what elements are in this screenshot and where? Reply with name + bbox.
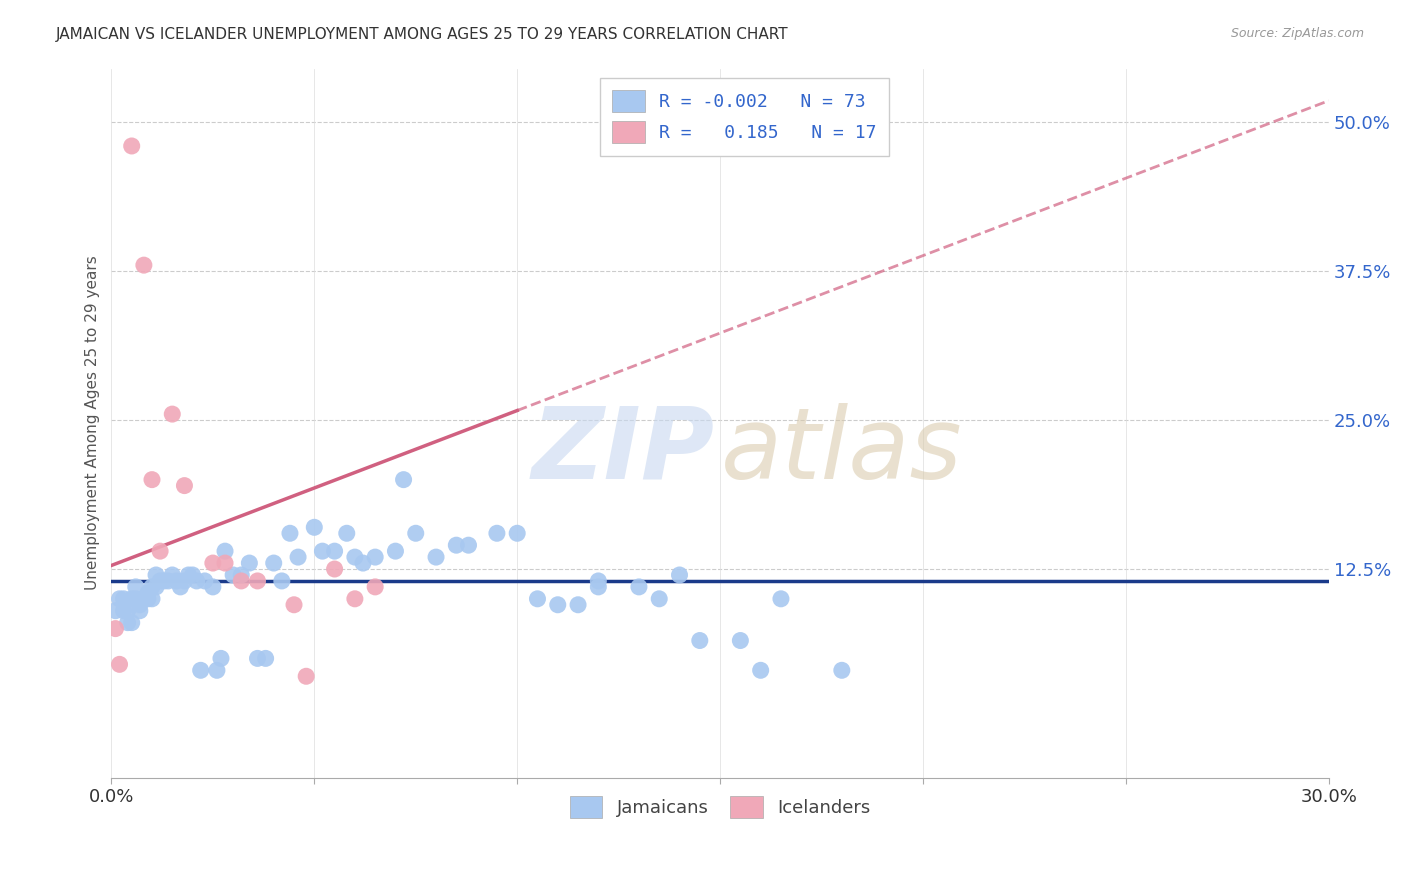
Point bbox=[392, 473, 415, 487]
Point bbox=[588, 580, 610, 594]
Point bbox=[648, 591, 671, 606]
Point bbox=[238, 556, 260, 570]
Point bbox=[588, 574, 610, 588]
Point bbox=[149, 544, 172, 558]
Point bbox=[112, 604, 135, 618]
Point bbox=[136, 586, 159, 600]
Point bbox=[145, 580, 167, 594]
Point bbox=[364, 550, 387, 565]
Point bbox=[173, 478, 195, 492]
Point bbox=[205, 663, 228, 677]
Point bbox=[425, 550, 447, 565]
Point bbox=[194, 574, 217, 588]
Point bbox=[132, 591, 155, 606]
Point bbox=[405, 526, 427, 541]
Point bbox=[263, 556, 285, 570]
Point bbox=[125, 591, 148, 606]
Point bbox=[141, 580, 163, 594]
Text: JAMAICAN VS ICELANDER UNEMPLOYMENT AMONG AGES 25 TO 29 YEARS CORRELATION CHART: JAMAICAN VS ICELANDER UNEMPLOYMENT AMONG… bbox=[56, 27, 789, 42]
Point bbox=[506, 526, 529, 541]
Point bbox=[186, 574, 208, 588]
Point bbox=[446, 538, 468, 552]
Point bbox=[749, 663, 772, 677]
Point bbox=[287, 550, 309, 565]
Point bbox=[136, 591, 159, 606]
Point bbox=[145, 568, 167, 582]
Point bbox=[121, 591, 143, 606]
Point bbox=[153, 574, 176, 588]
Point bbox=[384, 544, 406, 558]
Point bbox=[157, 574, 180, 588]
Point bbox=[141, 591, 163, 606]
Legend: Jamaicans, Icelanders: Jamaicans, Icelanders bbox=[562, 789, 877, 825]
Point bbox=[323, 544, 346, 558]
Point bbox=[336, 526, 359, 541]
Point bbox=[352, 556, 374, 570]
Point bbox=[485, 526, 508, 541]
Point bbox=[165, 574, 187, 588]
Point bbox=[104, 604, 127, 618]
Point bbox=[457, 538, 479, 552]
Point bbox=[128, 598, 150, 612]
Point bbox=[254, 651, 277, 665]
Point bbox=[149, 574, 172, 588]
Point bbox=[295, 669, 318, 683]
Point bbox=[112, 591, 135, 606]
Point bbox=[222, 568, 245, 582]
Point bbox=[117, 604, 139, 618]
Point bbox=[214, 556, 236, 570]
Point bbox=[831, 663, 853, 677]
Point bbox=[668, 568, 690, 582]
Point bbox=[547, 598, 569, 612]
Point bbox=[214, 544, 236, 558]
Point bbox=[162, 407, 184, 421]
Point bbox=[304, 520, 326, 534]
Text: Source: ZipAtlas.com: Source: ZipAtlas.com bbox=[1230, 27, 1364, 40]
Point bbox=[231, 574, 253, 588]
Point bbox=[730, 633, 752, 648]
Point bbox=[201, 556, 224, 570]
Point bbox=[173, 574, 195, 588]
Point bbox=[627, 580, 650, 594]
Text: atlas: atlas bbox=[721, 403, 963, 500]
Point bbox=[343, 550, 366, 565]
Point bbox=[246, 651, 269, 665]
Point bbox=[246, 574, 269, 588]
Point bbox=[177, 568, 200, 582]
Point bbox=[526, 591, 548, 606]
Point bbox=[278, 526, 301, 541]
Point bbox=[689, 633, 711, 648]
Point bbox=[364, 580, 387, 594]
Point bbox=[311, 544, 333, 558]
Point bbox=[132, 258, 155, 272]
Point bbox=[141, 473, 163, 487]
Point bbox=[283, 598, 305, 612]
Point bbox=[108, 591, 131, 606]
Point bbox=[567, 598, 589, 612]
Point bbox=[190, 663, 212, 677]
Point bbox=[128, 604, 150, 618]
Point bbox=[201, 580, 224, 594]
Point bbox=[209, 651, 232, 665]
Point bbox=[121, 615, 143, 630]
Point bbox=[162, 568, 184, 582]
Point bbox=[270, 574, 292, 588]
Y-axis label: Unemployment Among Ages 25 to 29 years: Unemployment Among Ages 25 to 29 years bbox=[86, 256, 100, 591]
Point bbox=[104, 622, 127, 636]
Point bbox=[231, 568, 253, 582]
Point bbox=[323, 562, 346, 576]
Point bbox=[108, 657, 131, 672]
Point bbox=[169, 580, 191, 594]
Point bbox=[343, 591, 366, 606]
Point bbox=[132, 591, 155, 606]
Text: ZIP: ZIP bbox=[531, 403, 714, 500]
Point bbox=[769, 591, 792, 606]
Point bbox=[125, 580, 148, 594]
Point bbox=[117, 615, 139, 630]
Point bbox=[181, 568, 204, 582]
Point bbox=[121, 139, 143, 153]
